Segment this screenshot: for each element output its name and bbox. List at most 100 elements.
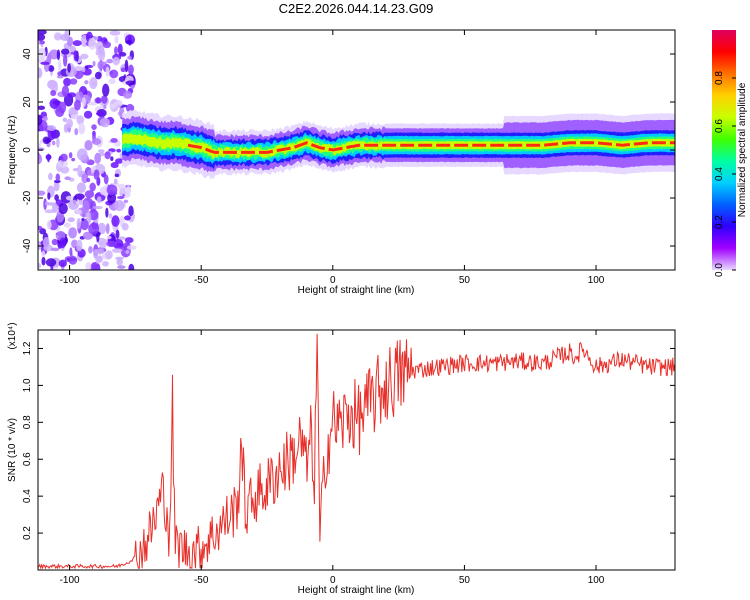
colorbar-gradient [712, 30, 736, 270]
noise-blob [82, 200, 90, 214]
noise-blob [97, 149, 105, 153]
noise-blob [68, 152, 73, 159]
snr-y-ticks: 0.2 0.4 0.6 0.8 1.0 1.2 [22, 341, 675, 540]
snr-x-tick-label: 50 [459, 575, 471, 586]
noise-blob [123, 90, 133, 99]
spectrogram-x-tick-label: 50 [459, 275, 471, 286]
noise-blob [121, 222, 129, 231]
noise-blob [45, 258, 57, 267]
noise-blob [52, 203, 59, 213]
spectrogram-panel: -100 -50 0 50 100 -40 -20 0 20 40 Height of stra… [7, 29, 676, 296]
noise-blob [96, 196, 102, 204]
spectrogram-y-tick-label: -20 [22, 190, 33, 205]
noise-blob [47, 65, 55, 72]
noise-blob [44, 138, 52, 143]
snr-x-axis-label: Height of straight line (km) [298, 585, 415, 596]
noise-blob [119, 186, 123, 199]
noise-blob [59, 237, 66, 249]
noise-blob [50, 80, 59, 94]
noise-blob [38, 143, 42, 147]
noise-blob [107, 192, 117, 204]
noise-blob [67, 63, 71, 73]
noise-blob [106, 58, 114, 64]
snr-panel: -100 -50 0 50 100 0.2 0.4 0.6 0.8 1.0 1.2 Height … [7, 322, 676, 596]
spectrogram-x-ticks: -100 -50 0 50 100 [60, 30, 605, 286]
noise-blob [50, 89, 57, 97]
noise-blob [78, 122, 86, 135]
noise-blob [128, 263, 135, 270]
noise-blob [63, 77, 72, 87]
noise-blob [125, 249, 130, 255]
noise-blob [84, 139, 93, 151]
noise-blob [127, 55, 133, 60]
noise-blob [84, 190, 95, 199]
noise-blob [114, 173, 120, 178]
noise-blob [82, 231, 94, 240]
noise-blob [74, 128, 79, 136]
noise-blob [88, 222, 100, 235]
noise-blob [117, 195, 125, 200]
snr-series-line [38, 333, 675, 570]
noise-blob [113, 178, 118, 185]
noise-blob [91, 124, 97, 130]
noise-blob [83, 110, 93, 119]
noise-blob [125, 80, 136, 86]
snr-x-tick-label: -50 [194, 575, 209, 586]
noise-blob [61, 48, 70, 55]
noise-blob [57, 75, 64, 79]
noise-blob [38, 114, 43, 126]
spectrogram-x-tick-label: -50 [194, 275, 209, 286]
noise-blob [116, 258, 123, 266]
noise-blob [65, 195, 74, 201]
noise-blob [116, 148, 122, 153]
noise-blob [71, 157, 76, 162]
noise-blob [48, 172, 53, 181]
noise-blob [46, 220, 52, 230]
noise-blob [95, 256, 100, 264]
page-title: C2E2.2026.044.14.23.G09 [278, 1, 434, 16]
noise-blob [76, 209, 82, 214]
noise-blob [110, 138, 118, 143]
noise-blob [103, 104, 107, 110]
noise-blob [114, 36, 119, 44]
noise-blob [105, 250, 113, 260]
noise-blob [125, 40, 133, 44]
noise-blob [38, 225, 43, 230]
colorbar-tick-label: 0.4 [714, 167, 725, 181]
snr-y-tick-label: 1.0 [22, 378, 33, 392]
noise-blob [102, 83, 110, 97]
snr-x-ticks: -100 -50 0 50 100 [60, 330, 605, 586]
noise-blob [43, 59, 50, 72]
noise-blob [80, 218, 89, 231]
noise-blob [124, 215, 131, 221]
noise-blob [93, 169, 100, 181]
noise-blob [39, 228, 47, 235]
noise-blob [58, 59, 62, 72]
noise-blob [38, 105, 46, 111]
noise-blob [115, 229, 120, 240]
noise-blob [69, 247, 73, 257]
noise-blob [46, 125, 56, 131]
noise-blob [44, 209, 55, 214]
noise-blob [108, 78, 116, 85]
noise-blob [126, 185, 131, 195]
noise-blob [57, 71, 62, 77]
noise-blob [64, 176, 71, 181]
noise-blob [38, 67, 43, 79]
noise-blob [95, 263, 101, 270]
noise-blob [113, 46, 118, 55]
noise-blob [91, 81, 97, 86]
noise-blob [106, 184, 118, 196]
noise-blob [68, 227, 77, 239]
noise-blob [38, 153, 43, 165]
spectrogram-y-tick-label: -40 [22, 238, 33, 253]
noise-blob [72, 40, 82, 47]
noise-blob [51, 140, 56, 146]
noise-blob [62, 53, 68, 67]
noise-blob [88, 37, 97, 50]
noise-blob [60, 153, 68, 162]
noise-blob [102, 260, 109, 267]
noise-blob [95, 41, 104, 52]
noise-blob [101, 95, 108, 104]
noise-blob [108, 213, 113, 219]
